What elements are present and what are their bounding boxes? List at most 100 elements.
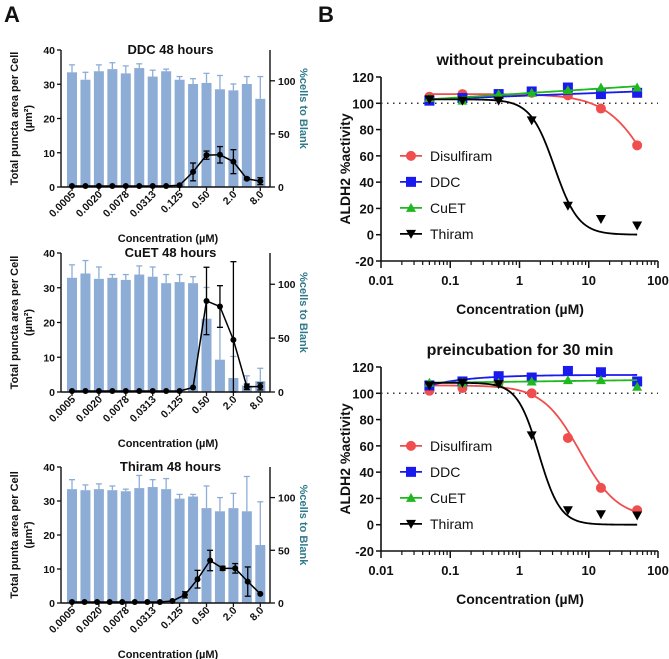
line-point bbox=[243, 383, 250, 390]
bar bbox=[161, 71, 172, 187]
y2-tick-label: 100 bbox=[278, 76, 296, 88]
bar bbox=[255, 98, 266, 187]
x-tick-label: 0.0020 bbox=[74, 394, 105, 425]
legend-label-cuet: CuET bbox=[430, 200, 466, 216]
line-point bbox=[232, 565, 239, 572]
y-tick-label: 40 bbox=[43, 45, 55, 57]
bar bbox=[161, 283, 172, 392]
bar bbox=[174, 498, 185, 603]
line-point bbox=[106, 598, 113, 605]
bar bbox=[214, 511, 225, 603]
legend-label-ddc: DDC bbox=[430, 174, 460, 190]
bar bbox=[214, 89, 225, 187]
x-tick-label: 1 bbox=[516, 563, 523, 578]
y-tick-label: 120 bbox=[352, 70, 374, 85]
bar bbox=[228, 508, 239, 603]
bar bbox=[147, 487, 158, 603]
y2-tick-label: 0 bbox=[278, 387, 284, 399]
x-tick-label: 2.0 bbox=[221, 189, 240, 208]
chart-title: without preincubation bbox=[435, 52, 603, 69]
bar bbox=[188, 283, 199, 392]
line-point bbox=[244, 578, 251, 585]
marker-triangle-down bbox=[493, 96, 504, 106]
x-tick-label: 0.50 bbox=[190, 605, 213, 628]
x-tick-label: 0.1 bbox=[441, 273, 459, 288]
y2-tick-label: 100 bbox=[278, 493, 296, 505]
line-point bbox=[163, 387, 170, 394]
y-tick-label: 10 bbox=[43, 564, 55, 576]
x-tick-label: 0.125 bbox=[159, 605, 186, 632]
marker-triangle-down bbox=[406, 519, 416, 529]
x-tick-label: 8.0 bbox=[248, 394, 267, 413]
y2-tick-label: 0 bbox=[278, 598, 284, 610]
y-axis-unit: (µm²) bbox=[23, 521, 35, 548]
bar bbox=[134, 488, 145, 603]
y-tick-label: 80 bbox=[360, 123, 374, 138]
marker-triangle-up bbox=[595, 375, 606, 385]
bar bbox=[107, 69, 118, 187]
y-tick-label: 0 bbox=[49, 598, 55, 610]
y2-tick-label: 50 bbox=[278, 129, 290, 141]
line-point bbox=[257, 383, 264, 390]
marker-triangle-up bbox=[526, 87, 537, 97]
y-tick-label: 20 bbox=[360, 201, 374, 216]
bar bbox=[134, 68, 145, 187]
y-axis-label: Total punta area per Cell bbox=[9, 471, 21, 599]
line-point bbox=[243, 175, 250, 182]
marker-square bbox=[632, 376, 643, 387]
y-tick-label: 0 bbox=[367, 228, 374, 243]
x-tick-label: 2.0 bbox=[221, 394, 240, 413]
x-tick-label: 0.50 bbox=[190, 189, 213, 212]
bar bbox=[67, 277, 77, 392]
bar bbox=[201, 508, 212, 603]
bar bbox=[120, 279, 131, 392]
marker-triangle-down bbox=[493, 380, 504, 390]
x-tick-label: 8.0 bbox=[248, 605, 267, 624]
x-tick-label: 0.0078 bbox=[101, 394, 132, 425]
marker-square bbox=[493, 371, 504, 382]
bar bbox=[188, 496, 199, 603]
x-tick-label: 1 bbox=[516, 273, 523, 288]
y2-tick-label: 50 bbox=[278, 545, 290, 557]
bar bbox=[80, 273, 91, 392]
y-tick-label: 100 bbox=[352, 96, 374, 111]
legend-label-disulfiram: Disulfiram bbox=[430, 438, 492, 454]
x-tick-label: 0.01 bbox=[368, 273, 393, 288]
line-point bbox=[69, 387, 75, 394]
marker-circle bbox=[595, 103, 606, 114]
line-point bbox=[149, 387, 156, 394]
x-axis-label: Concentration (µM) bbox=[456, 591, 584, 607]
y-tick-label: 30 bbox=[43, 79, 55, 91]
bar bbox=[201, 318, 212, 392]
dose-response-chart-0: -20 0 20 40 60 80 100 120 0.01 0.1 1 10 100 without p… bbox=[337, 52, 669, 317]
bar bbox=[174, 79, 185, 187]
bar bbox=[161, 489, 172, 603]
x-axis-label: Concentration (µM) bbox=[456, 301, 584, 317]
marker-triangle-down bbox=[562, 201, 573, 211]
x-tick-label: 0.01 bbox=[368, 563, 393, 578]
y-axis-label: ALDH2 %activity bbox=[337, 403, 353, 514]
bar bbox=[93, 71, 104, 187]
puncta-line bbox=[72, 559, 261, 603]
line-point bbox=[94, 598, 101, 605]
chart-title: DDC 48 hours bbox=[128, 42, 214, 57]
y2-tick-label: 50 bbox=[278, 333, 290, 345]
y-axis-label: Total puncta area per Cell bbox=[9, 256, 21, 390]
y-tick-label: 30 bbox=[43, 496, 55, 508]
legend-label-thiram: Thiram bbox=[430, 516, 474, 532]
y-tick-label: 40 bbox=[360, 465, 374, 480]
bar bbox=[147, 76, 158, 187]
line-point bbox=[181, 591, 188, 598]
chart-title: preincubation for 30 min bbox=[427, 342, 614, 359]
marker-square bbox=[632, 87, 643, 98]
y-tick-label: 20 bbox=[43, 530, 55, 542]
x-axis-label: Concentration (µM) bbox=[118, 438, 219, 450]
y2-tick-label: 0 bbox=[278, 182, 284, 194]
bar bbox=[228, 90, 239, 187]
bar bbox=[93, 489, 104, 603]
marker-triangle-up bbox=[632, 381, 643, 391]
x-tick-label: 100 bbox=[647, 563, 669, 578]
x-axis-label: Concentration (µM) bbox=[118, 233, 219, 245]
y-tick-label: 40 bbox=[360, 175, 374, 190]
